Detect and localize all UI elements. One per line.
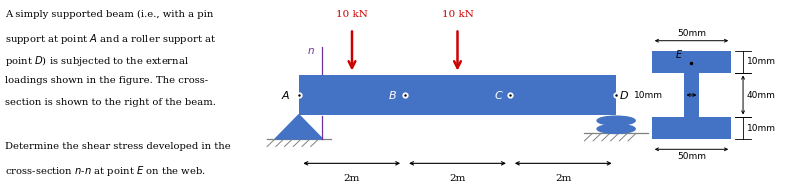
Text: A simply supported beam (i.e., with a pin: A simply supported beam (i.e., with a pi… <box>6 10 214 19</box>
Text: 40mm: 40mm <box>747 90 776 100</box>
Text: Determine the shear stress developed in the: Determine the shear stress developed in … <box>6 142 231 151</box>
Text: $E$: $E$ <box>675 48 683 60</box>
Text: support at point $A$ and a roller support at: support at point $A$ and a roller suppor… <box>6 32 217 46</box>
Text: 10 kN: 10 kN <box>336 10 368 19</box>
Text: 2m: 2m <box>344 174 360 183</box>
Text: 2m: 2m <box>555 174 572 183</box>
Bar <box>652 51 732 73</box>
Text: $n$: $n$ <box>307 46 315 56</box>
Text: $D$: $D$ <box>619 89 629 101</box>
Circle shape <box>597 124 635 133</box>
Text: loadings shown in the figure. The cross-: loadings shown in the figure. The cross- <box>6 76 209 85</box>
Text: 50mm: 50mm <box>677 152 706 161</box>
Bar <box>652 117 732 139</box>
Text: 2m: 2m <box>449 174 466 183</box>
Text: 10mm: 10mm <box>747 124 776 133</box>
Text: $A$: $A$ <box>282 89 291 101</box>
Circle shape <box>597 116 635 125</box>
Text: cross-section $n$-$n$ at point $E$ on the web.: cross-section $n$-$n$ at point $E$ on th… <box>6 165 206 178</box>
Text: 10 kN: 10 kN <box>442 10 474 19</box>
Text: section is shown to the right of the beam.: section is shown to the right of the bea… <box>6 98 217 107</box>
Text: $C$: $C$ <box>494 89 503 101</box>
Text: 10mm: 10mm <box>634 90 663 100</box>
Text: $B$: $B$ <box>388 89 397 101</box>
Bar <box>684 73 700 117</box>
Polygon shape <box>275 115 322 139</box>
Bar <box>298 75 616 115</box>
Text: $n$: $n$ <box>307 130 315 140</box>
Text: point $D$) is subjected to the external: point $D$) is subjected to the external <box>6 54 189 68</box>
Text: 10mm: 10mm <box>747 57 776 66</box>
Text: 50mm: 50mm <box>677 29 706 38</box>
